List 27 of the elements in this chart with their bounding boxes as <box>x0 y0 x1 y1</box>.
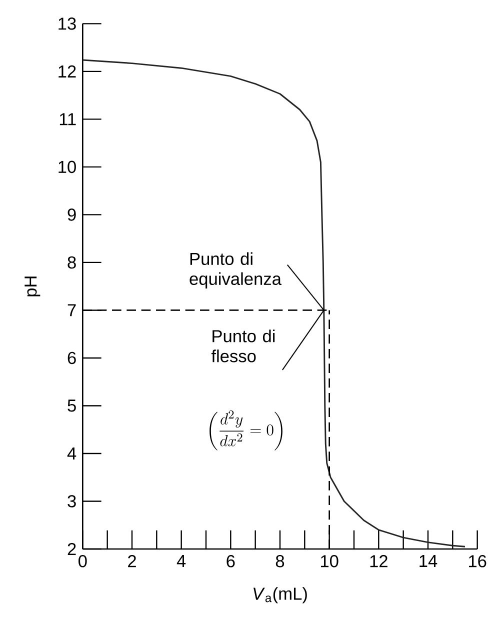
x-tick-label: 6 <box>226 555 235 568</box>
y-tick-label: 11 <box>60 113 76 126</box>
x-tick-label: 16 <box>468 555 486 568</box>
x-tick-label: 0 <box>78 555 87 568</box>
x-axis-title: V$_{a}$(mL) <box>254 587 307 604</box>
x-tick-label: 10 <box>321 555 338 568</box>
y-tick-label: 7 <box>68 304 76 316</box>
annotation: Punto di equivalenza <box>190 252 282 288</box>
y-tick-label: 9 <box>68 208 76 221</box>
line-series <box>82 59 466 548</box>
x-tick-label: 12 <box>370 555 388 568</box>
y-tick-label: 8 <box>68 256 76 269</box>
x-tick-label: 4 <box>176 555 186 567</box>
y-tick-label: 5 <box>68 400 76 412</box>
y-tick-label: 4 <box>67 448 76 460</box>
y-tick-label: 3 <box>68 495 76 508</box>
y-tick-label: 6 <box>68 352 76 364</box>
annotation: Punto di flesso <box>211 330 275 362</box>
y-tick-label: 2 <box>68 542 76 556</box>
x-tick-label: 8 <box>276 555 284 568</box>
x-tick-label: 14 <box>420 555 438 567</box>
x-tick-label: 2 <box>128 555 136 568</box>
y-tick-label: 12 <box>58 65 76 78</box>
y-axis-title: pH <box>24 276 40 296</box>
y-tick-label: 13 <box>58 18 76 30</box>
annotation: $\left(\dfrac{d^{2}y}{dx^{2}}=0\right)$ <box>210 410 282 450</box>
y-tick-label: 10 <box>58 160 76 174</box>
